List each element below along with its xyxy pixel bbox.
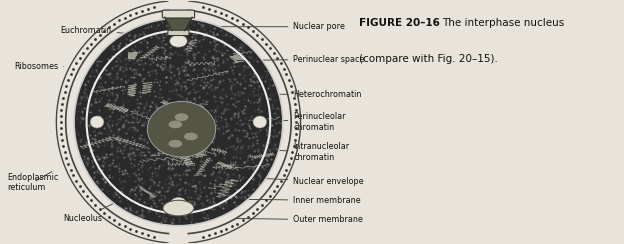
Ellipse shape <box>171 197 186 208</box>
Text: Nucleolus: Nucleolus <box>64 196 129 223</box>
Ellipse shape <box>253 116 266 128</box>
Ellipse shape <box>168 140 182 148</box>
Text: Endoplasmic
reticulum: Endoplasmic reticulum <box>7 172 59 192</box>
Ellipse shape <box>175 113 188 121</box>
Text: Inner membrane: Inner membrane <box>237 196 361 205</box>
Text: (compare with Fig. 20–15).: (compare with Fig. 20–15). <box>359 54 497 64</box>
Ellipse shape <box>168 121 182 128</box>
Polygon shape <box>165 11 192 31</box>
Ellipse shape <box>170 35 187 47</box>
FancyBboxPatch shape <box>162 10 195 18</box>
Text: Perinucleolar
chromatin: Perinucleolar chromatin <box>234 112 346 132</box>
Ellipse shape <box>74 18 283 226</box>
Text: Nuclear pore: Nuclear pore <box>206 22 345 31</box>
Text: Euchromatin: Euchromatin <box>61 26 132 35</box>
FancyBboxPatch shape <box>168 30 189 36</box>
Text: Intranucleolar
chromatin: Intranucleolar chromatin <box>231 142 349 162</box>
Ellipse shape <box>163 200 194 216</box>
Ellipse shape <box>147 102 216 157</box>
Text: Nuclear envelope: Nuclear envelope <box>237 177 364 186</box>
Text: Outer membrane: Outer membrane <box>237 215 363 224</box>
Ellipse shape <box>184 132 198 140</box>
Text: Ribosomes: Ribosomes <box>14 62 64 71</box>
Text: The interphase nucleus: The interphase nucleus <box>442 18 565 28</box>
Text: FIGURE 20–16: FIGURE 20–16 <box>359 18 439 28</box>
Text: Heterochromatin: Heterochromatin <box>237 90 362 99</box>
Ellipse shape <box>90 116 104 128</box>
Text: Perinuclear space: Perinuclear space <box>237 55 365 64</box>
